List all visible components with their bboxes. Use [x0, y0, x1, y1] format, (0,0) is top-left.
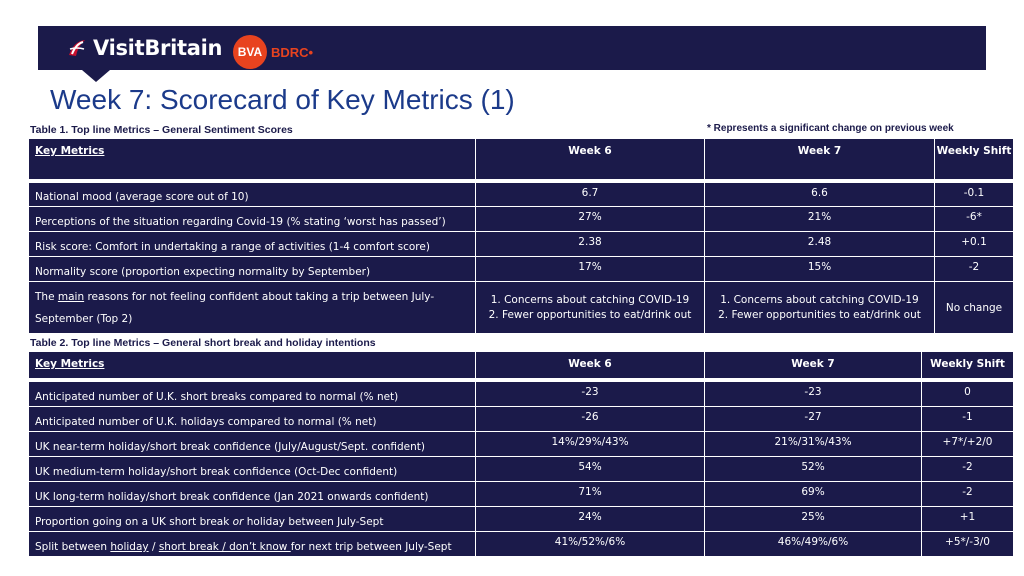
metric-label: UK long-term holiday/short break confide…	[29, 482, 475, 506]
week6-value: -26	[476, 407, 704, 431]
header-banner	[38, 26, 986, 70]
metric-label: Perceptions of the situation regarding C…	[29, 207, 475, 231]
week7-reasons: 1. Concerns about catching COVID-19 2. Fe…	[705, 282, 934, 333]
metric-label-part: The	[35, 291, 58, 303]
bva-bdrc-logo: BVA BDRC•	[233, 35, 313, 69]
week7-value: 15%	[705, 257, 934, 281]
table-row-split: Split between holiday / short break / do…	[29, 532, 1013, 556]
shift-value: -6*	[935, 207, 1013, 231]
table-row-reasons: The main reasons for not feeling confide…	[29, 282, 1013, 333]
week6-value: 54%	[476, 457, 704, 481]
header-week6: Week 6	[476, 352, 704, 378]
page-title: Week 7: Scorecard of Key Metrics (1)	[50, 84, 515, 115]
table-row: UK long-term holiday/short break confide…	[29, 482, 1013, 506]
table2-title: Table 2. Top line Metrics – General shor…	[30, 337, 376, 349]
week6-value: 2.38	[476, 232, 704, 256]
week6-reasons: 1. Concerns about catching COVID-19 2. Fe…	[476, 282, 704, 333]
metric-label-part: Split between	[35, 541, 111, 553]
week7-value: -23	[705, 382, 921, 406]
reason-1: 1. Concerns about catching COVID-19	[490, 293, 690, 306]
visitbritain-logo: VisitBritain	[66, 36, 222, 60]
banner-notch	[82, 70, 110, 82]
bva-mark: BVA	[233, 35, 267, 69]
metric-label-part: holiday between July-Sept	[243, 516, 384, 528]
reason-2: 2. Fewer opportunities to eat/drink out	[718, 308, 921, 321]
table-row-proportion: Proportion going on a UK short break or …	[29, 507, 1013, 531]
header-week7: Week 7	[705, 352, 921, 378]
metric-label: UK near-term holiday/short break confide…	[29, 432, 475, 456]
table-row: Anticipated number of U.K. short breaks …	[29, 382, 1013, 406]
metric-label: Risk score: Comfort in undertaking a ran…	[29, 232, 475, 256]
table1-title: Table 1. Top line Metrics – General Sent…	[30, 124, 293, 136]
visitbritain-text: VisitBritain	[93, 36, 223, 60]
table-row: National mood (average score out of 10) …	[29, 183, 1013, 206]
reason-1: 1. Concerns about catching COVID-19	[720, 293, 919, 306]
week7-value: 69%	[705, 482, 921, 506]
table-row: Perceptions of the situation regarding C…	[29, 207, 1013, 231]
shift-value: No change	[935, 282, 1013, 333]
metric-label: National mood (average score out of 10)	[29, 183, 475, 206]
week6-value: -23	[476, 382, 704, 406]
table-row: Anticipated number of U.K. holidays comp…	[29, 407, 1013, 431]
header-weekly-shift: Weekly Shift	[922, 352, 1013, 378]
week7-value: -27	[705, 407, 921, 431]
shift-value: +1	[922, 507, 1013, 531]
shift-value: +0.1	[935, 232, 1013, 256]
week7-value: 21%	[705, 207, 934, 231]
week6-value: 71%	[476, 482, 704, 506]
metric-label-part: Proportion going on a UK short break	[35, 516, 233, 528]
union-flag-icon	[69, 40, 85, 56]
week6-value: 17%	[476, 257, 704, 281]
table1-header-row: Key Metrics Week 6 Week 7 Weekly Shift	[29, 139, 1013, 179]
metric-label: Split between holiday / short break / do…	[29, 532, 475, 556]
significance-note: * Represents a significant change on pre…	[707, 123, 954, 134]
week7-value: 52%	[705, 457, 921, 481]
week6-value: 24%	[476, 507, 704, 531]
metric-label: Proportion going on a UK short break or …	[29, 507, 475, 531]
header-week7: Week 7	[705, 139, 934, 179]
shift-value: -2	[922, 457, 1013, 481]
metric-label: Normality score (proportion expecting no…	[29, 257, 475, 281]
week6-value: 27%	[476, 207, 704, 231]
shift-value: +5*/-3/0	[922, 532, 1013, 556]
shift-value: -2	[922, 482, 1013, 506]
metric-label-part: reasons for not feeling confident about …	[35, 291, 435, 325]
metric-label: Anticipated number of U.K. holidays comp…	[29, 407, 475, 431]
header-key-metrics: Key Metrics	[29, 139, 475, 179]
metric-label: Anticipated number of U.K. short breaks …	[29, 382, 475, 406]
metric-label-emphasis: holiday	[110, 541, 149, 553]
shift-value: -1	[922, 407, 1013, 431]
metric-label: UK medium-term holiday/short break confi…	[29, 457, 475, 481]
metric-label-part: for next trip between July-Sept	[290, 541, 452, 553]
week7-value: 21%/31%/43%	[705, 432, 921, 456]
table-row: UK near-term holiday/short break confide…	[29, 432, 1013, 456]
bdrc-text: BDRC•	[271, 44, 314, 60]
metric-label-emphasis: or	[232, 516, 244, 528]
week6-value: 6.7	[476, 183, 704, 206]
week6-value: 14%/29%/43%	[476, 432, 704, 456]
metric-label-part: /	[148, 541, 159, 553]
table-row: Normality score (proportion expecting no…	[29, 257, 1013, 281]
week7-value: 2.48	[705, 232, 934, 256]
metric-label-emphasis: short break / don’t know	[158, 541, 291, 553]
table2-header-row: Key Metrics Week 6 Week 7 Weekly Shift	[29, 352, 1013, 378]
metric-label: The main reasons for not feeling confide…	[29, 282, 475, 333]
header-key-metrics: Key Metrics	[29, 352, 475, 378]
shift-value: +7*/+2/0	[922, 432, 1013, 456]
table1: Key Metrics Week 6 Week 7 Weekly Shift N…	[28, 138, 1014, 334]
week6-value: 41%/52%/6%	[476, 532, 704, 556]
shift-value: -2	[935, 257, 1013, 281]
header-week6: Week 6	[476, 139, 704, 179]
week7-value: 46%/49%/6%	[705, 532, 921, 556]
table-row: UK medium-term holiday/short break confi…	[29, 457, 1013, 481]
week7-value: 25%	[705, 507, 921, 531]
header-weekly-shift: Weekly Shift	[935, 139, 1013, 179]
reason-2: 2. Fewer opportunities to eat/drink out	[488, 308, 692, 321]
shift-value: 0	[922, 382, 1013, 406]
metric-label-emphasis: main	[57, 291, 85, 303]
shift-value: -0.1	[935, 183, 1013, 206]
table-row: Risk score: Comfort in undertaking a ran…	[29, 232, 1013, 256]
table2: Key Metrics Week 6 Week 7 Weekly Shift A…	[28, 351, 1014, 557]
week7-value: 6.6	[705, 183, 934, 206]
